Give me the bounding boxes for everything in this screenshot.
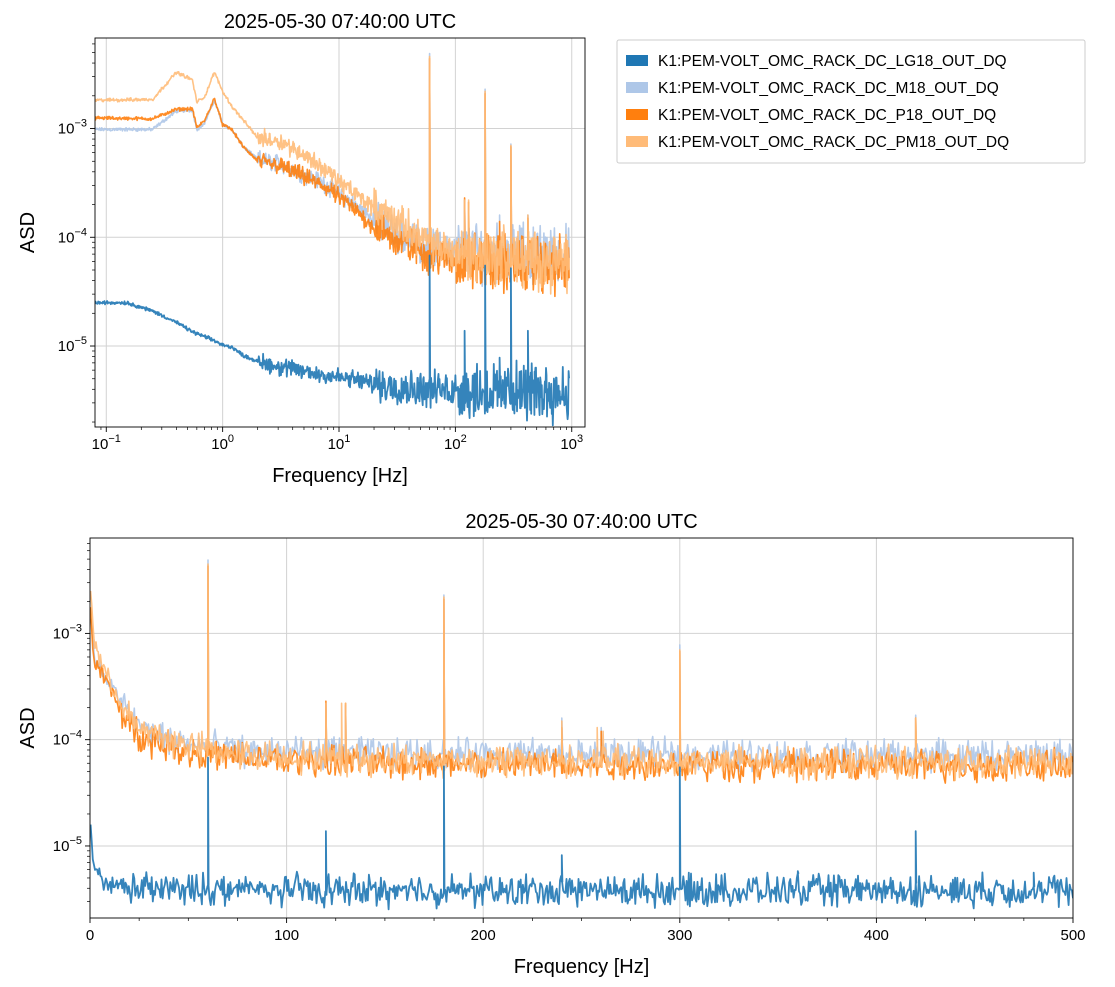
series-group xyxy=(90,559,1073,911)
legend-label-3: K1:PEM-VOLT_OMC_RACK_DC_PM18_OUT_DQ xyxy=(658,134,1009,151)
y-tick-label: 10−5 xyxy=(53,835,82,855)
x-axis-label: Frequency [Hz] xyxy=(514,956,650,978)
y-tick-label: 10−5 xyxy=(58,335,87,355)
chart-title: 2025-05-30 07:40:00 UTC xyxy=(224,11,456,33)
y-tick-label: 10−3 xyxy=(53,622,82,642)
y-axis-label: ASD xyxy=(17,212,39,253)
series-group xyxy=(95,52,570,427)
plot-frame xyxy=(89,537,1074,919)
minor-ticks xyxy=(87,543,1025,921)
plot-frame xyxy=(94,37,586,428)
y-axis-label: ASD xyxy=(17,707,39,748)
legend-swatch-0 xyxy=(626,55,648,66)
legend-swatch-3 xyxy=(626,136,648,147)
grid xyxy=(89,538,1074,918)
series-line-lg18 xyxy=(95,254,570,427)
series-line-lg18 xyxy=(90,756,1073,911)
x-axis-label: Frequency [Hz] xyxy=(272,465,408,487)
legend-box xyxy=(616,39,1086,164)
y-tick-label: 10−4 xyxy=(58,226,87,246)
series-line-pm18 xyxy=(95,55,570,295)
chart-title: 2025-05-30 07:40:00 UTC xyxy=(465,511,697,533)
legend-label-1: K1:PEM-VOLT_OMC_RACK_DC_M18_OUT_DQ xyxy=(658,80,999,97)
minor-ticks xyxy=(92,43,567,430)
x-tick-label: 102 xyxy=(444,433,467,453)
x-tick-label: 101 xyxy=(328,433,351,453)
x-tick-label: 10−1 xyxy=(92,433,121,453)
x-tick-label: 100 xyxy=(274,927,299,944)
legend-swatch-2 xyxy=(626,109,648,120)
x-tick-label: 103 xyxy=(560,433,583,453)
series-line-p18 xyxy=(95,57,570,298)
top-log-log-plot: 10−1 100 101 102 103 10−5 10−4 10−3 2025-05-30 0… xyxy=(17,11,586,487)
legend-swatch-1 xyxy=(626,82,648,93)
legend: K1:PEM-VOLT_OMC_RACK_DC_LG18_OUT_DQ K1:PE… xyxy=(616,39,1086,164)
legend-label-2: K1:PEM-VOLT_OMC_RACK_DC_P18_OUT_DQ xyxy=(658,107,996,124)
grid xyxy=(95,38,585,427)
x-tick-label: 100 xyxy=(211,433,234,453)
y-tick-label: 10−4 xyxy=(53,729,82,749)
series-line-pm18 xyxy=(90,563,1073,782)
bottom-linear-log-plot: 0 100 200 300 400 500 10−5 10−4 10−3 2025-05-30 0… xyxy=(17,511,1086,978)
x-tick-label: 200 xyxy=(471,927,496,944)
x-tick-label: 500 xyxy=(1060,927,1085,944)
x-tick-label: 400 xyxy=(864,927,889,944)
x-tick-label: 300 xyxy=(667,927,692,944)
x-tick-label: 0 xyxy=(86,927,94,944)
legend-label-0: K1:PEM-VOLT_OMC_RACK_DC_LG18_OUT_DQ xyxy=(658,53,1007,70)
y-tick-label: 10−3 xyxy=(58,118,87,138)
